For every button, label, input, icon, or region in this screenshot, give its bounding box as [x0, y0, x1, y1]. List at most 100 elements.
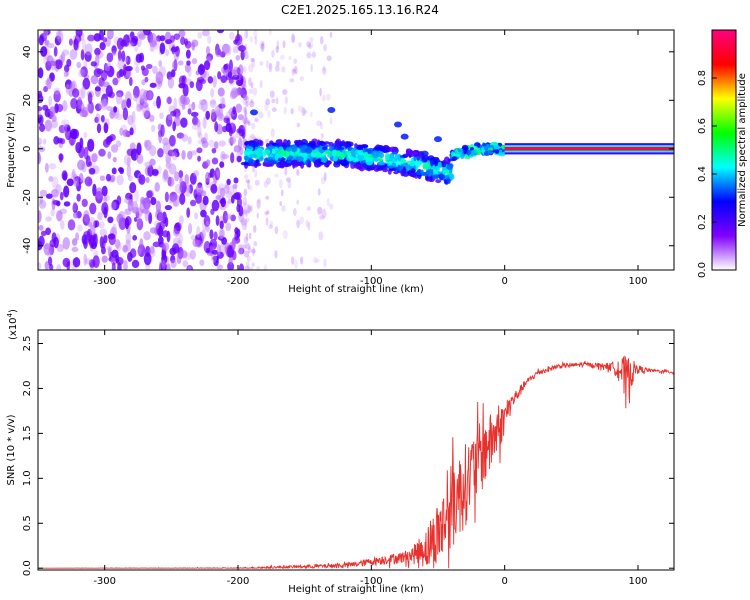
spectrogram-noise-cell — [160, 124, 165, 137]
spectrogram-fade-cell — [245, 100, 249, 108]
spectrogram-band-cell — [324, 150, 331, 155]
spectrogram-noise-cell — [166, 96, 173, 105]
spectrogram-band-cell — [311, 152, 317, 159]
spectrogram-noise-cell — [227, 198, 232, 204]
spectrogram-noise-cell — [47, 256, 53, 266]
colorbar-tick-label: 0.4 — [697, 166, 708, 182]
spectrogram-fade-cell — [323, 258, 327, 268]
spectrogram-fade-cell — [309, 37, 314, 42]
spectrogram-noise-cell — [106, 65, 115, 78]
spectrogram-band-cell — [331, 149, 336, 157]
spectrogram-noise-cell — [238, 45, 247, 52]
spectrogram-noise-cell — [111, 262, 116, 270]
spectrogram-noise-cell — [167, 176, 175, 187]
spectrogram-noise-cell — [116, 213, 124, 224]
spectrogram-fade-cell — [247, 247, 252, 254]
spectrogram-band-cell — [408, 172, 417, 177]
spectrogram-noise-cell — [217, 87, 225, 97]
spectrogram-noise-cell — [234, 87, 243, 96]
spectrogram-noise-cell — [230, 135, 237, 144]
spectrogram-fade-cell — [305, 219, 309, 228]
spectrogram-noise-cell — [200, 98, 208, 112]
spectrogram-noise-cell — [115, 113, 123, 121]
spectrogram-fade-cell — [268, 224, 274, 230]
spectrogram-fade-cell — [248, 63, 254, 73]
spectrogram-band-cell — [413, 156, 417, 162]
spectrogram-noise-cell — [140, 94, 148, 105]
spectrogram-noise-cell — [192, 238, 199, 248]
spectrogram-fade-cell — [296, 199, 300, 205]
spectrogram-noise-cell — [228, 77, 234, 84]
spectrogram-noise-cell — [98, 100, 104, 110]
spectrogram-noise-cell — [219, 220, 224, 230]
spectrogram-noise-cell — [138, 174, 146, 185]
spectrogram-noise-cell — [52, 199, 60, 206]
spectrogram-noise-cell — [176, 253, 182, 265]
spectrogram-converge-cell — [493, 145, 501, 150]
spectrogram-fade-cell — [245, 261, 250, 268]
spectrogram-fade-cell — [243, 95, 249, 101]
spectrogram-fade-cell — [282, 40, 286, 49]
spectrogram-noise-cell — [45, 193, 53, 199]
spectrogram-fade-cell — [284, 166, 288, 176]
spectrogram-band-cell — [362, 162, 367, 167]
spectrogram-fade-cell — [326, 93, 331, 101]
spectrogram-noise-cell — [159, 112, 164, 120]
spectrogram-noise-cell — [110, 144, 119, 153]
spectrogram-fade-cell — [298, 41, 302, 48]
spectrogram-noise-cell — [224, 44, 232, 56]
spectrogram-noise-cell — [94, 86, 101, 92]
spectrogram-fade-cell — [245, 30, 249, 39]
spectrogram-noise-cell — [214, 167, 221, 181]
spectrogram-fade-cell — [297, 105, 303, 113]
spectrogram-fade-cell — [279, 201, 282, 207]
spectrogram-noise-cell — [162, 172, 170, 183]
spectrogram-noise-cell — [228, 59, 233, 73]
spectrogram-converge-cell — [481, 148, 485, 154]
spectrogram-noise-cell — [132, 95, 138, 102]
spectrogram-noise-cell — [156, 95, 161, 109]
spectrogram-fade-cell — [279, 178, 283, 189]
spectrogram-fade-cell — [319, 215, 325, 220]
spectrogram-fade-cell — [275, 97, 279, 105]
spectrogram-band-cell — [296, 156, 304, 162]
spectrogram-noise-cell — [213, 141, 219, 150]
spectrogram-fade-cell — [259, 61, 264, 66]
spectrogram-fade-cell — [242, 94, 247, 101]
spectrogram-noise-cell — [173, 97, 178, 110]
spectrogram-noise-cell — [50, 209, 55, 217]
spectrogram-noise-cell — [107, 246, 112, 257]
spectrogram-fade-cell — [246, 204, 251, 214]
spectrogram-noise-cell — [72, 88, 80, 98]
spectrogram-band-cell — [410, 168, 416, 173]
spectrogram-fade-cell — [249, 205, 253, 212]
spectrogram-noise-cell — [56, 210, 63, 222]
spectrogram-noise-cell — [223, 184, 230, 194]
spectrogram-noise-cell — [171, 60, 178, 71]
spectrogram-y-tick-label: 20 — [22, 94, 33, 107]
spectrogram-band-cell — [272, 142, 278, 146]
spectrogram-noise-cell — [38, 110, 41, 118]
snr-x-tick-label: -200 — [227, 576, 250, 587]
spectrogram-y-axis-label: Frequency (Hz) — [6, 112, 17, 188]
spectrogram-noise-cell — [240, 49, 245, 61]
spectrogram-noise-cell — [151, 124, 156, 133]
spectrogram-noise-cell — [54, 35, 62, 46]
spectrogram-noise-cell — [86, 103, 92, 111]
spectrogram-noise-cell — [107, 216, 114, 224]
spectrogram-noise-cell — [170, 110, 177, 117]
spectrogram-fade-cell — [246, 119, 251, 124]
spectrogram-band-cell — [409, 162, 415, 167]
spectrogram-noise-cell — [146, 140, 153, 150]
spectrogram-noise-cell — [167, 149, 176, 157]
spectrogram-noise-cell — [125, 71, 132, 77]
spectrogram-noise-cell — [193, 170, 200, 177]
spectrogram-fade-cell — [294, 259, 299, 269]
spectrogram-band-cell — [405, 148, 413, 157]
spectrogram-band-cell — [285, 146, 293, 152]
spectrogram-band-cell — [377, 161, 386, 166]
spectrogram-noise-cell — [111, 167, 117, 175]
spectrogram-noise-cell — [98, 148, 106, 157]
spectrogram-noise-cell — [219, 187, 226, 198]
